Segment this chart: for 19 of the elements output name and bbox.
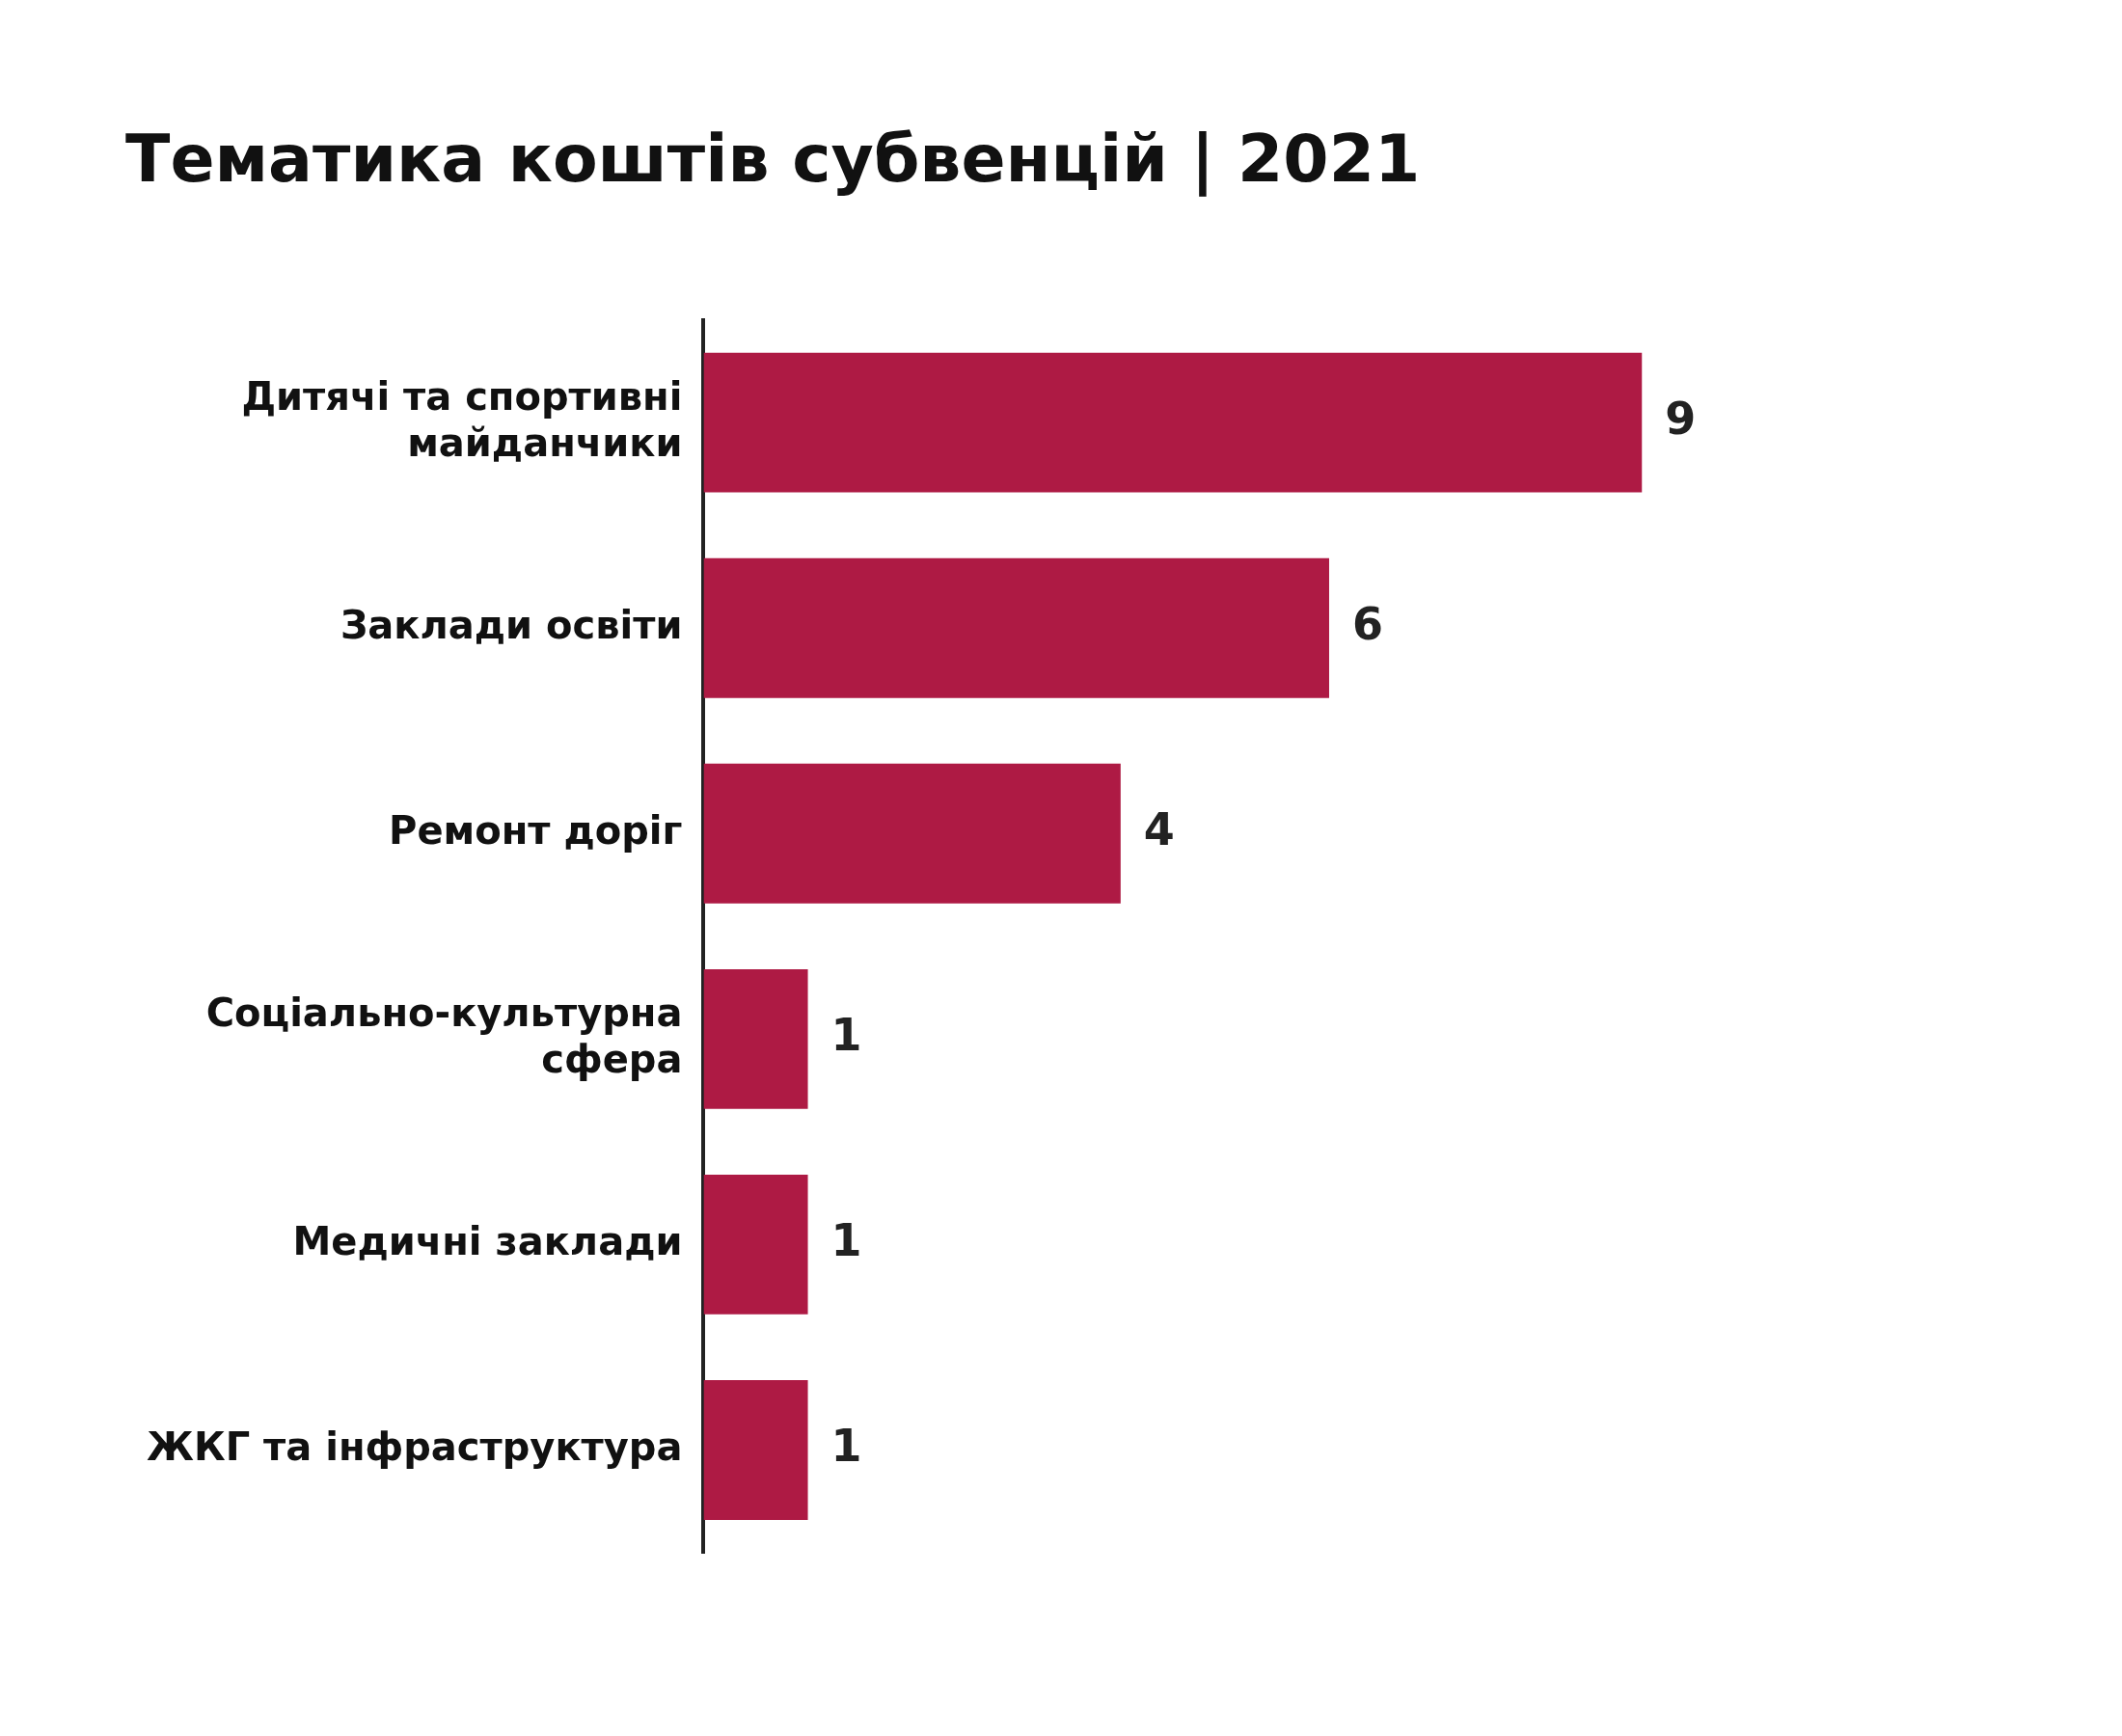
data-label: 6 xyxy=(1351,598,1383,651)
bar xyxy=(703,557,1329,698)
data-label: 1 xyxy=(830,1214,862,1267)
bar xyxy=(703,968,808,1109)
data-label: 4 xyxy=(1143,803,1175,856)
y-tick-label: Медичні заклади xyxy=(292,1218,683,1263)
data-label: 9 xyxy=(1665,393,1697,446)
y-tick-label: Заклади освіти xyxy=(340,602,683,647)
data-label: 1 xyxy=(830,1420,862,1473)
data-label: 1 xyxy=(830,1009,862,1062)
bar xyxy=(703,763,1121,904)
y-tick-label: ЖКГ та інфраструктура xyxy=(147,1424,683,1469)
bar xyxy=(703,1380,808,1520)
y-tick-label: Ремонт доріг xyxy=(389,807,683,853)
bar xyxy=(703,352,1643,493)
y-tick-label: Соціально-культурна сфера xyxy=(205,990,683,1081)
y-tick-label: Дитячі та спортивні майданчики xyxy=(241,373,683,465)
chart-title: Тематика коштів субвенцій | 2021 xyxy=(125,121,1421,198)
bar xyxy=(703,1174,808,1315)
